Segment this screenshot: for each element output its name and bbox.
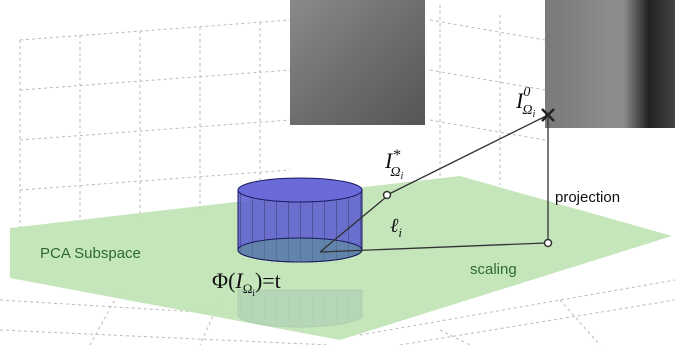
point xyxy=(384,192,391,199)
diagram: PCA Subspace projection scaling I0Ωi I*Ω… xyxy=(0,0,675,345)
sup: 0 xyxy=(523,85,530,100)
point xyxy=(545,240,552,247)
suffix: )=t xyxy=(255,268,281,293)
image-patch xyxy=(290,0,425,125)
pca-label: PCA Subspace xyxy=(40,245,141,262)
subsub: i xyxy=(400,171,403,182)
cylinder-upper xyxy=(238,178,362,262)
scaling-label: scaling xyxy=(470,261,517,278)
sub: Ω xyxy=(243,281,253,296)
sub: Ω xyxy=(522,103,532,118)
sub: Ω xyxy=(390,165,400,180)
i-star-label: I*Ωi xyxy=(384,147,403,182)
sup: * xyxy=(392,147,400,164)
projection-label: projection xyxy=(555,189,620,206)
prefix: Φ( xyxy=(212,268,235,293)
subsub: i xyxy=(532,109,535,120)
sub: i xyxy=(398,225,402,240)
image-patch xyxy=(545,0,675,128)
